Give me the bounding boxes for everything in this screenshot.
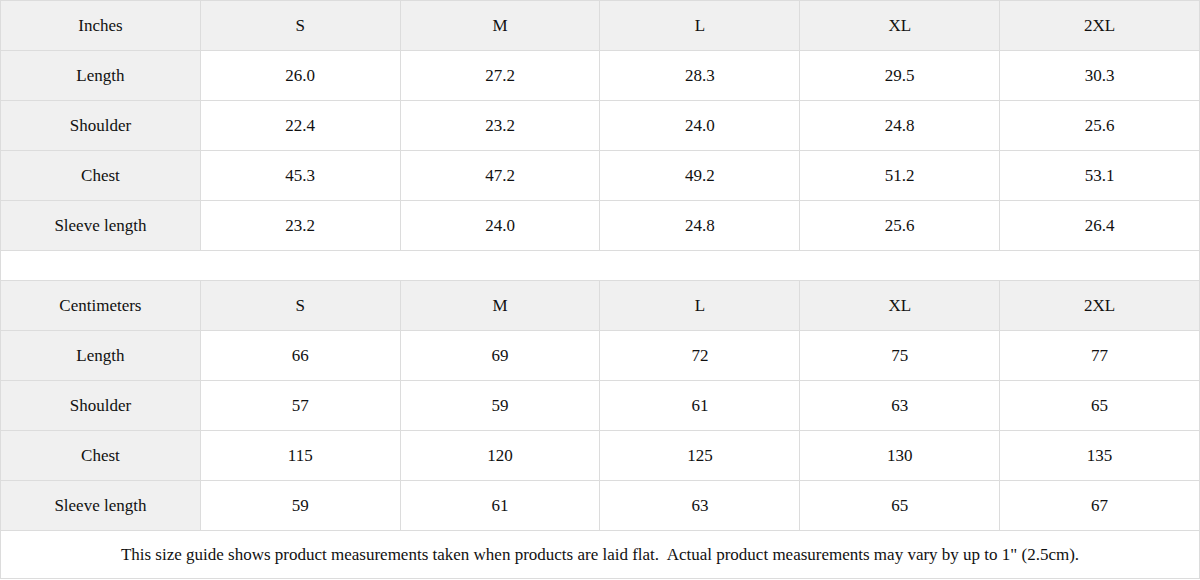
measurement-value-cell: 24.8 bbox=[800, 101, 1000, 151]
measurement-row: Length26.027.228.329.530.3 bbox=[1, 51, 1200, 101]
unit-header-cell: Centimeters bbox=[1, 281, 201, 331]
measurement-value-cell: 47.2 bbox=[400, 151, 600, 201]
measurement-value-cell: 130 bbox=[800, 431, 1000, 481]
measurement-value-cell: 26.4 bbox=[1000, 201, 1200, 251]
size-header-cell: 2XL bbox=[1000, 1, 1200, 51]
measurement-value-cell: 115 bbox=[200, 431, 400, 481]
measurement-value-cell: 120 bbox=[400, 431, 600, 481]
measurement-value-cell: 72 bbox=[600, 331, 800, 381]
size-guide: InchesSMLXL2XLLength26.027.228.329.530.3… bbox=[0, 0, 1200, 579]
measurement-label-cell: Shoulder bbox=[1, 381, 201, 431]
measurement-value-cell: 51.2 bbox=[800, 151, 1000, 201]
measurement-row: Sleeve length23.224.024.825.626.4 bbox=[1, 201, 1200, 251]
measurement-value-cell: 66 bbox=[200, 331, 400, 381]
footer-row: This size guide shows product measuremen… bbox=[1, 531, 1200, 579]
inches-header-row: InchesSMLXL2XL bbox=[1, 1, 1200, 51]
measurement-value-cell: 25.6 bbox=[800, 201, 1000, 251]
measurement-value-cell: 24.8 bbox=[600, 201, 800, 251]
measurement-value-cell: 26.0 bbox=[200, 51, 400, 101]
measurement-value-cell: 22.4 bbox=[200, 101, 400, 151]
measurement-value-cell: 77 bbox=[1000, 331, 1200, 381]
footer-note: This size guide shows product measuremen… bbox=[1, 531, 1200, 579]
measurement-value-cell: 125 bbox=[600, 431, 800, 481]
size-header-cell: L bbox=[600, 1, 800, 51]
measurement-label-cell: Sleeve length bbox=[1, 201, 201, 251]
unit-header-cell: Inches bbox=[1, 1, 201, 51]
measurement-value-cell: 49.2 bbox=[600, 151, 800, 201]
measurement-label-cell: Sleeve length bbox=[1, 481, 201, 531]
measurement-value-cell: 63 bbox=[800, 381, 1000, 431]
measurement-label-cell: Chest bbox=[1, 151, 201, 201]
measurement-value-cell: 28.3 bbox=[600, 51, 800, 101]
measurement-label-cell: Shoulder bbox=[1, 101, 201, 151]
measurement-label-cell: Length bbox=[1, 331, 201, 381]
size-header-cell: XL bbox=[800, 281, 1000, 331]
measurement-value-cell: 24.0 bbox=[400, 201, 600, 251]
measurement-value-cell: 65 bbox=[800, 481, 1000, 531]
measurement-value-cell: 67 bbox=[1000, 481, 1200, 531]
size-header-cell: M bbox=[400, 281, 600, 331]
measurement-row: Chest45.347.249.251.253.1 bbox=[1, 151, 1200, 201]
measurement-row: Sleeve length5961636567 bbox=[1, 481, 1200, 531]
measurement-row: Chest115120125130135 bbox=[1, 431, 1200, 481]
measurement-value-cell: 25.6 bbox=[1000, 101, 1200, 151]
measurement-value-cell: 61 bbox=[400, 481, 600, 531]
measurement-value-cell: 135 bbox=[1000, 431, 1200, 481]
spacer-row bbox=[1, 251, 1200, 281]
measurement-value-cell: 59 bbox=[200, 481, 400, 531]
measurement-value-cell: 61 bbox=[600, 381, 800, 431]
size-header-cell: S bbox=[200, 281, 400, 331]
measurement-value-cell: 24.0 bbox=[600, 101, 800, 151]
size-header-cell: S bbox=[200, 1, 400, 51]
size-guide-body: InchesSMLXL2XLLength26.027.228.329.530.3… bbox=[1, 1, 1200, 579]
measurement-value-cell: 65 bbox=[1000, 381, 1200, 431]
centimeters-header-row: CentimetersSMLXL2XL bbox=[1, 281, 1200, 331]
measurement-value-cell: 75 bbox=[800, 331, 1000, 381]
size-header-cell: M bbox=[400, 1, 600, 51]
measurement-row: Length6669727577 bbox=[1, 331, 1200, 381]
measurement-value-cell: 53.1 bbox=[1000, 151, 1200, 201]
measurement-row: Shoulder5759616365 bbox=[1, 381, 1200, 431]
size-guide-table: InchesSMLXL2XLLength26.027.228.329.530.3… bbox=[0, 0, 1200, 579]
measurement-label-cell: Chest bbox=[1, 431, 201, 481]
size-header-cell: L bbox=[600, 281, 800, 331]
measurement-value-cell: 45.3 bbox=[200, 151, 400, 201]
measurement-value-cell: 69 bbox=[400, 331, 600, 381]
measurement-value-cell: 63 bbox=[600, 481, 800, 531]
measurement-value-cell: 59 bbox=[400, 381, 600, 431]
measurement-value-cell: 27.2 bbox=[400, 51, 600, 101]
measurement-label-cell: Length bbox=[1, 51, 201, 101]
measurement-value-cell: 23.2 bbox=[200, 201, 400, 251]
spacer-cell bbox=[1, 251, 1200, 281]
measurement-value-cell: 29.5 bbox=[800, 51, 1000, 101]
measurement-value-cell: 30.3 bbox=[1000, 51, 1200, 101]
measurement-row: Shoulder22.423.224.024.825.6 bbox=[1, 101, 1200, 151]
size-header-cell: 2XL bbox=[1000, 281, 1200, 331]
measurement-value-cell: 57 bbox=[200, 381, 400, 431]
size-header-cell: XL bbox=[800, 1, 1000, 51]
measurement-value-cell: 23.2 bbox=[400, 101, 600, 151]
